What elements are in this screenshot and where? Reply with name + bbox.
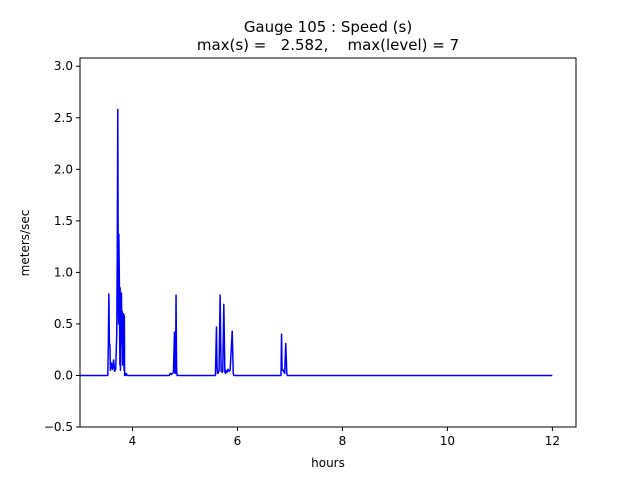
- y-axis-label: meters/sec: [18, 210, 32, 277]
- y-tick-label: 0.0: [54, 368, 73, 382]
- x-tick-label: 4: [129, 434, 137, 448]
- x-tick-label: 10: [440, 434, 455, 448]
- y-tick-label: 0.5: [54, 317, 73, 331]
- x-tick-label: 8: [339, 434, 347, 448]
- x-tick-label: 12: [545, 434, 560, 448]
- chart-subtitle: max(s) = 2.582, max(level) = 7: [197, 36, 459, 54]
- y-tick-label: −0.5: [44, 420, 73, 434]
- y-axis-ticks: −0.5 0.0 0.5 1.0 1.5 2.0 2.5 3.0: [44, 59, 80, 434]
- y-tick-label: 1.0: [54, 265, 73, 279]
- y-tick-label: 1.5: [54, 214, 73, 228]
- y-tick-label: 2.0: [54, 162, 73, 176]
- axes-frame: [79, 57, 577, 428]
- x-axis-ticks: 4 6 8 10 12: [129, 427, 560, 448]
- x-axis-label: hours: [311, 456, 345, 470]
- speed-series-line: [80, 108, 553, 377]
- x-tick-label: 6: [234, 434, 242, 448]
- series-layer: [80, 108, 553, 377]
- chart-title: Gauge 105 : Speed (s): [244, 18, 412, 36]
- y-tick-label: 3.0: [54, 59, 73, 73]
- y-tick-label: 2.5: [54, 111, 73, 125]
